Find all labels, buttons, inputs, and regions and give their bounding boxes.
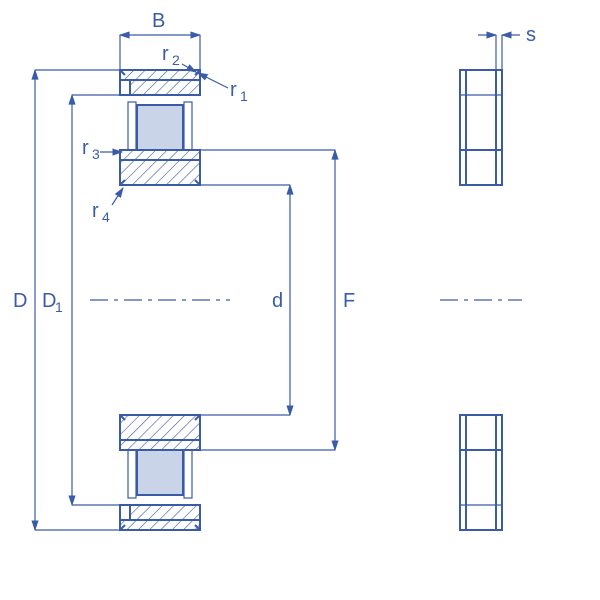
svg-text:F: F (343, 290, 355, 312)
svg-text:d: d (272, 290, 283, 312)
svg-text:r: r (82, 137, 89, 159)
svg-text:D: D (13, 290, 27, 312)
svg-text:B: B (152, 10, 165, 32)
svg-text:1: 1 (240, 88, 248, 104)
dimension-lines (35, 35, 520, 530)
svg-text:3: 3 (92, 146, 100, 162)
svg-text:r: r (230, 79, 237, 101)
front-cross-section (90, 70, 230, 530)
svg-text:r: r (162, 43, 169, 65)
side-view (440, 70, 522, 530)
svg-text:s: s (526, 24, 536, 46)
svg-text:2: 2 (172, 52, 180, 68)
svg-text:1: 1 (55, 299, 63, 315)
svg-text:r: r (92, 200, 99, 222)
svg-text:4: 4 (102, 209, 110, 225)
labels: DD1dFBsr1r2r3r4 (13, 10, 536, 315)
